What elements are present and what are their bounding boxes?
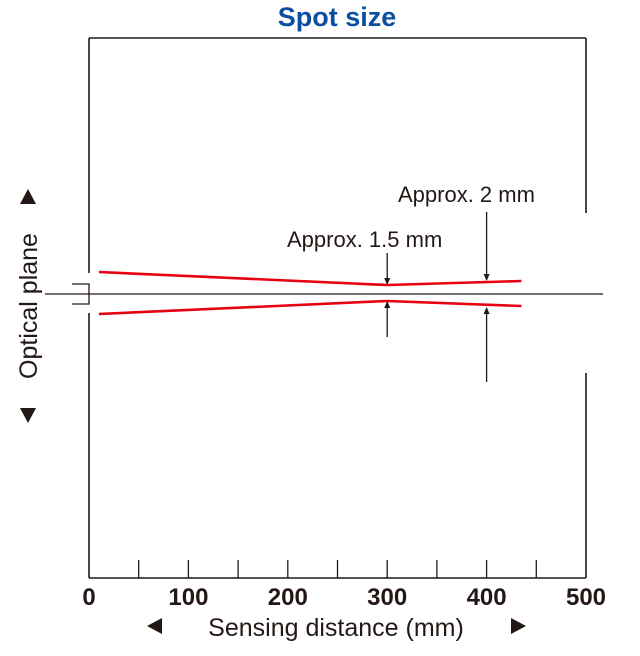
x-axis-left-arrow <box>147 618 162 634</box>
spot-marker <box>384 253 391 337</box>
spot-markers <box>384 212 490 382</box>
annotation-2mm: Approx. 2 mm <box>398 182 535 207</box>
x-tick-label: 0 <box>82 584 95 611</box>
y-axis-label-group: Optical plane <box>15 189 43 423</box>
diagram-title: Spot size <box>278 2 397 32</box>
x-axis-ticks <box>138 560 537 578</box>
plot-frame <box>88 37 587 579</box>
x-axis-label: Sensing distance (mm) <box>208 614 464 642</box>
annotation-1-5mm: Approx. 1.5 mm <box>287 227 442 252</box>
optical-axis <box>45 283 603 305</box>
y-axis-up-arrow <box>20 189 36 204</box>
x-tick-label: 500 <box>566 584 606 611</box>
x-tick-label: 300 <box>367 584 407 611</box>
x-tick-label: 200 <box>268 584 308 611</box>
x-tick-label: 400 <box>467 584 507 611</box>
x-tick-label: 100 <box>168 584 208 611</box>
y-axis-label: Optical plane <box>15 233 43 379</box>
x-axis-tick-labels: 0 100 200 300 400 500 <box>82 584 606 611</box>
beam-envelope <box>98 270 522 316</box>
spot-marker <box>483 212 490 382</box>
beam-upper-edge <box>98 270 522 287</box>
beam-lower-edge <box>98 299 522 316</box>
y-axis-down-arrow <box>20 408 36 423</box>
x-axis-right-arrow <box>511 618 526 634</box>
